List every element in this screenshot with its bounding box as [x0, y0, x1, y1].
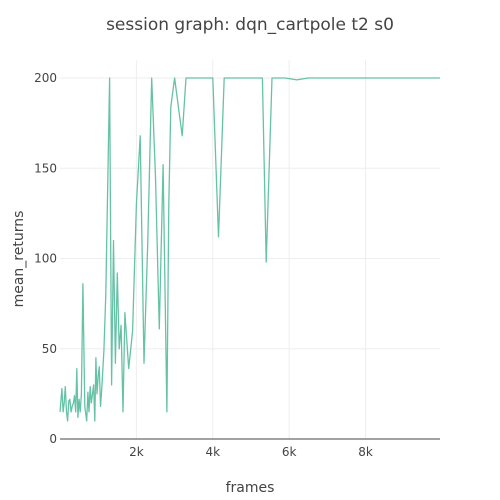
- y-tick-label: 0: [49, 432, 57, 446]
- y-tick-label: 150: [34, 161, 57, 175]
- x-tick-label: 6k: [282, 445, 297, 459]
- y-axis-title: mean_returns: [11, 211, 27, 308]
- y-tick-label: 200: [34, 71, 57, 85]
- x-axis-ticks: 2k 4k 6k 8k: [129, 445, 373, 459]
- x-axis-title: frames: [226, 480, 275, 496]
- x-tick-label: 2k: [129, 445, 144, 459]
- x-tick-label: 4k: [205, 445, 220, 459]
- series-line: [59, 77, 440, 422]
- x-tick-label: 8k: [358, 445, 373, 459]
- y-tick-label: 50: [42, 342, 57, 356]
- series-layer: [59, 77, 440, 422]
- y-axis-ticks: 0 50 100 150 200: [34, 71, 57, 446]
- y-tick-label: 100: [34, 252, 57, 266]
- chart-title: session graph: dqn_cartpole t2 s0: [106, 15, 394, 35]
- grid-lines: [60, 60, 440, 439]
